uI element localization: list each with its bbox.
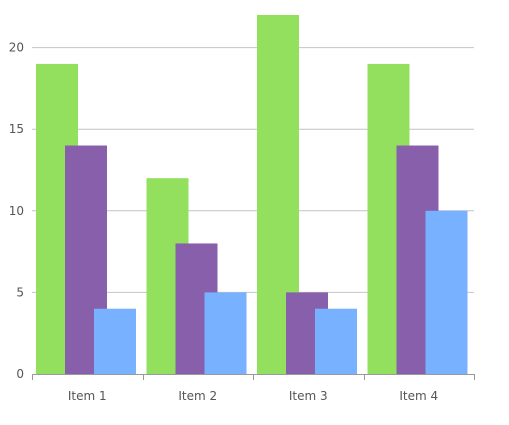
x-category-label: Item 4 — [399, 389, 438, 403]
bar-3-4 — [425, 210, 468, 374]
bar-layer — [36, 14, 468, 375]
y-tick-label: 20 — [9, 41, 24, 55]
x-category-label: Item 3 — [289, 389, 328, 403]
y-tick-label: 5 — [16, 285, 24, 299]
label-layer: 0 5 10 15 20 Item 1 Item 2 Item 3 Item 4 — [9, 41, 438, 403]
x-category-label: Item 2 — [178, 389, 217, 403]
bar-3-3 — [315, 308, 357, 374]
axis-layer — [32, 374, 475, 380]
bar-3-1 — [94, 308, 136, 374]
bar-3-2 — [204, 292, 247, 374]
y-tick-label: 15 — [9, 122, 24, 136]
y-tick-label: 0 — [16, 367, 24, 381]
x-category-label: Item 1 — [68, 389, 107, 403]
y-tick-label: 10 — [9, 204, 24, 218]
